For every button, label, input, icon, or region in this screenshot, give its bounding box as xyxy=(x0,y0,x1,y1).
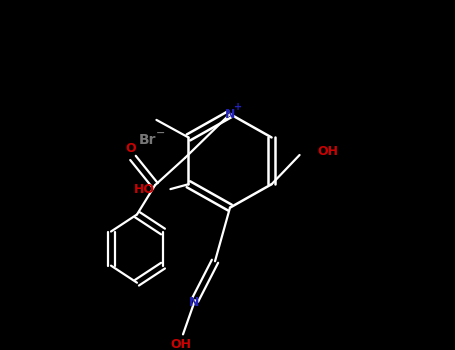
Text: +: + xyxy=(234,102,242,112)
Text: OH: OH xyxy=(318,145,339,158)
Text: Br: Br xyxy=(138,133,156,147)
Text: HO: HO xyxy=(133,183,154,196)
Text: −: − xyxy=(157,128,166,138)
Text: N: N xyxy=(225,107,235,120)
Text: O: O xyxy=(126,142,136,155)
Text: N: N xyxy=(189,296,199,309)
Text: OH: OH xyxy=(171,338,192,350)
